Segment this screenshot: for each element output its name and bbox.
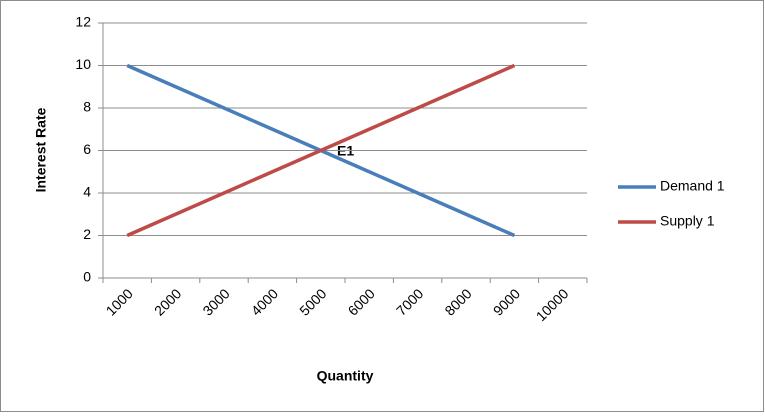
y-tick-label: 6 <box>83 141 91 157</box>
y-tick-label: 0 <box>83 269 91 285</box>
legend-label: Supply 1 <box>660 213 715 229</box>
line-series <box>126 63 516 238</box>
y-axis-label: Interest Rate <box>33 107 49 192</box>
y-tick-label: 8 <box>83 99 91 115</box>
y-tick-label: 10 <box>75 56 91 72</box>
y-tick-label: 12 <box>75 14 91 30</box>
y-tick-label: 2 <box>83 226 91 242</box>
x-axis-label: Quantity <box>317 368 374 384</box>
y-tick-label: 4 <box>83 184 91 200</box>
legend-label: Demand 1 <box>660 178 725 194</box>
